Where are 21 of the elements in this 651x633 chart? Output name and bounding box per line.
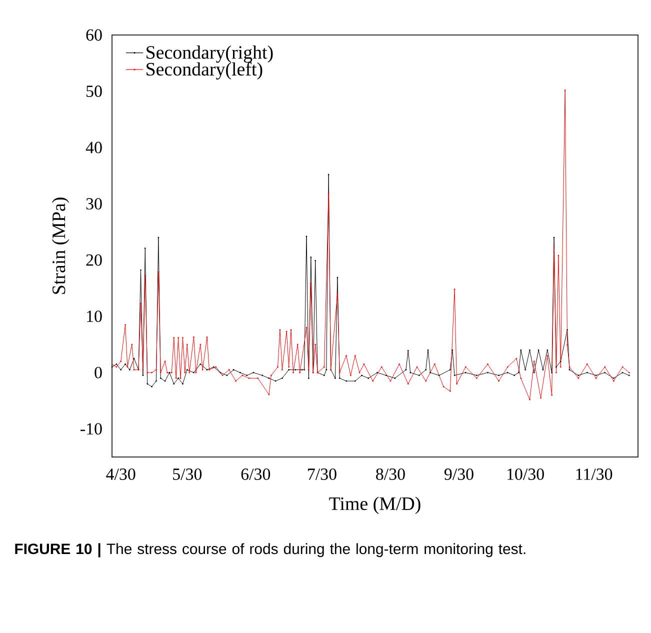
x-tick-label: 5/30	[173, 468, 202, 480]
y-tick-label: 30	[86, 198, 102, 210]
x-tick-label: 11/30	[576, 468, 612, 480]
y-tick-label: 40	[86, 142, 102, 154]
legend-label: Secondary(left)	[146, 62, 262, 80]
y-tick-label: -10	[80, 423, 102, 435]
y-tick-label: 60	[86, 29, 102, 41]
y-tick-label: 50	[86, 86, 102, 97]
x-tick-label: 6/30	[241, 468, 270, 480]
y-tick-label: 10	[87, 310, 102, 322]
x-tick-label: 4/30	[106, 468, 136, 480]
y-axis-title: Strain (MPa)	[52, 198, 70, 294]
x-axis-title: Time (M/D)	[329, 496, 420, 514]
x-tick-label: 8/30	[376, 468, 405, 480]
x-tick-label: 9/30	[444, 468, 474, 480]
y-tick-label: 20	[86, 254, 102, 266]
y-tick-label: 0	[94, 366, 102, 378]
legend-label: Secondary(right)	[146, 46, 273, 63]
text: FIGURE 10 | The stress course of rods during the long-term monitoring test.	[15, 543, 526, 558]
x-tick-label: 10/30	[507, 468, 544, 480]
x-tick-label: 7/30	[308, 468, 336, 480]
